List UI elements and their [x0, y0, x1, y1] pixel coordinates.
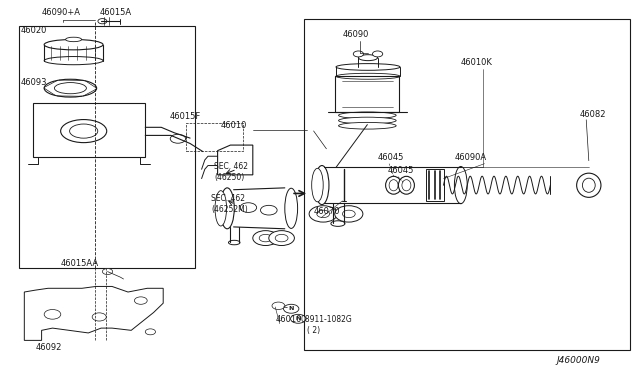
Circle shape	[44, 310, 61, 319]
Ellipse shape	[54, 83, 86, 94]
Text: 46092: 46092	[35, 343, 61, 352]
Text: SEC. 462: SEC. 462	[211, 194, 245, 203]
Ellipse shape	[215, 190, 227, 226]
Circle shape	[240, 203, 257, 212]
Circle shape	[134, 297, 147, 304]
Text: N: N	[296, 316, 301, 321]
Bar	[304, 19, 630, 350]
Circle shape	[284, 304, 299, 313]
Circle shape	[272, 302, 285, 310]
Ellipse shape	[389, 180, 398, 191]
Ellipse shape	[228, 240, 240, 245]
Ellipse shape	[285, 188, 298, 228]
Text: 46082: 46082	[579, 110, 605, 119]
Text: (46252M): (46252M)	[211, 205, 248, 214]
Text: 46010K: 46010K	[461, 58, 493, 67]
Ellipse shape	[61, 119, 107, 142]
Circle shape	[309, 206, 337, 222]
Ellipse shape	[402, 180, 411, 191]
Circle shape	[335, 206, 363, 222]
Ellipse shape	[44, 57, 103, 65]
Circle shape	[253, 231, 278, 246]
Text: SEC. 462: SEC. 462	[214, 162, 248, 171]
Ellipse shape	[582, 178, 595, 192]
Ellipse shape	[220, 188, 234, 229]
Circle shape	[317, 210, 330, 218]
Ellipse shape	[339, 112, 396, 119]
Text: 46015F: 46015F	[170, 112, 201, 121]
Text: 46015AA: 46015AA	[61, 259, 99, 268]
Ellipse shape	[312, 168, 323, 202]
Text: 46015A: 46015A	[99, 8, 131, 17]
Circle shape	[98, 19, 107, 24]
Circle shape	[372, 51, 383, 57]
Ellipse shape	[70, 124, 98, 138]
Ellipse shape	[331, 221, 345, 226]
Circle shape	[275, 234, 288, 242]
Circle shape	[102, 269, 113, 275]
Bar	[33, 103, 145, 157]
Circle shape	[353, 51, 364, 57]
Text: 46090: 46090	[342, 30, 369, 39]
Ellipse shape	[315, 166, 329, 205]
Circle shape	[145, 329, 156, 335]
Text: 46090A: 46090A	[454, 153, 486, 162]
Text: 46090+A: 46090+A	[42, 8, 81, 17]
Text: ( 2): ( 2)	[307, 326, 321, 335]
Ellipse shape	[44, 79, 97, 97]
Circle shape	[260, 205, 277, 215]
Circle shape	[259, 234, 272, 242]
Text: J46000N9: J46000N9	[557, 356, 601, 365]
Circle shape	[92, 313, 106, 321]
Text: 46070: 46070	[314, 207, 340, 216]
Text: 46010: 46010	[221, 121, 247, 130]
Bar	[335, 76, 399, 112]
Polygon shape	[218, 145, 253, 175]
Text: 46045: 46045	[387, 166, 413, 175]
Circle shape	[170, 134, 186, 143]
Ellipse shape	[577, 173, 601, 197]
Text: 46045: 46045	[378, 153, 404, 162]
Circle shape	[269, 231, 294, 246]
Text: 46010: 46010	[275, 315, 301, 324]
Bar	[19, 26, 195, 268]
Polygon shape	[24, 286, 163, 340]
Circle shape	[342, 210, 355, 218]
Ellipse shape	[339, 117, 396, 124]
Ellipse shape	[336, 64, 400, 70]
Ellipse shape	[358, 55, 378, 61]
Ellipse shape	[336, 73, 400, 79]
Text: 08911-1082G: 08911-1082G	[301, 315, 353, 324]
Ellipse shape	[385, 176, 402, 194]
Text: 46093: 46093	[20, 78, 47, 87]
Text: (46250): (46250)	[214, 173, 244, 182]
Circle shape	[291, 314, 306, 323]
Ellipse shape	[44, 39, 103, 50]
Ellipse shape	[398, 176, 415, 194]
Text: N: N	[289, 306, 294, 311]
Ellipse shape	[339, 122, 396, 129]
Ellipse shape	[66, 37, 82, 42]
Text: 46020: 46020	[20, 26, 47, 35]
Bar	[426, 169, 444, 201]
Ellipse shape	[454, 166, 467, 203]
